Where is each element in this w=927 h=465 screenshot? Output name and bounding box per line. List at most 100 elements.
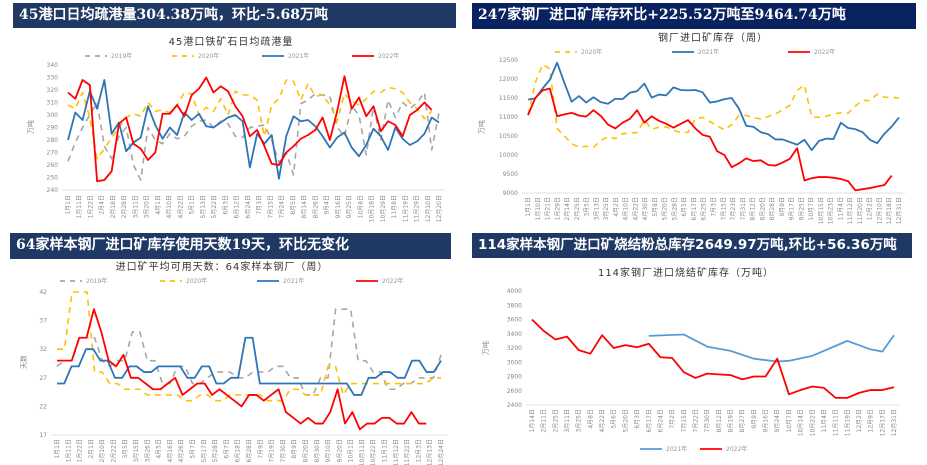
x-tick-label: 8月26日 <box>312 195 319 218</box>
x-tick-label: 5月13日 <box>200 195 207 218</box>
x-tick-label: 12月10日 <box>425 195 432 222</box>
x-tick-label: 4月22日 <box>632 197 639 220</box>
x-tick-label: 1月1日 <box>65 195 72 215</box>
legend-label: 2022年 <box>382 277 403 285</box>
x-tick-label: 7月15日 <box>720 197 727 220</box>
series-line-2021 <box>57 336 442 396</box>
x-tick-label: 6月3日 <box>222 195 229 215</box>
x-tick-label: 5月20日 <box>622 409 629 432</box>
series-line-2020 <box>527 63 900 149</box>
x-tick-label: 6月17日 <box>691 197 698 220</box>
x-tick-label: 1月29日 <box>554 197 561 220</box>
x-tick-label: 10月14日 <box>798 409 805 436</box>
x-tick-label: 12月18日 <box>886 197 893 224</box>
x-tick-label: 11月8日 <box>391 195 398 218</box>
y-tick-label: 2400 <box>507 402 522 409</box>
y-tick-label: 290 <box>47 125 59 132</box>
series-line-2022 <box>531 318 895 399</box>
x-tick-label: 12月2日 <box>867 197 874 220</box>
x-tick-label: 8月20日 <box>759 197 766 220</box>
x-tick-label: 3月13日 <box>593 197 600 220</box>
x-tick-label: 10月18日 <box>369 195 376 222</box>
x-tick-label: 6月17日 <box>646 409 653 432</box>
x-tick-label: 1月1日 <box>54 439 61 459</box>
chart-title: 钢厂进口矿库存（周） <box>658 31 768 44</box>
x-tick-label: 11月19日 <box>844 409 851 436</box>
y-axis-label: 天数 <box>19 355 28 369</box>
x-tick-label: 1月11日 <box>76 195 83 218</box>
series-line-2019 <box>67 91 440 181</box>
x-tick-label: 3月25日 <box>603 197 610 220</box>
y-tick-label: 9000 <box>503 190 518 197</box>
x-tick-label: 2月28日 <box>121 195 128 218</box>
x-tick-label: 8月12日 <box>716 409 723 432</box>
y-tick-label: 320 <box>47 87 59 94</box>
x-tick-label: 8月28日 <box>769 197 776 220</box>
x-tick-label: 2月25日 <box>574 197 581 220</box>
y-tick-label: 250 <box>47 175 59 182</box>
y-tick-label: 32 <box>39 346 47 353</box>
x-tick-label: 12月9日 <box>868 409 875 432</box>
x-tick-label: 7月2日 <box>669 409 676 429</box>
headline-port-clearance: 45港口日均疏港量304.38万吨，环比-5.68万吨 <box>13 3 456 28</box>
x-tick-label: 6月5日 <box>681 197 688 217</box>
x-tick-label: 4月1日 <box>155 195 162 215</box>
x-tick-label: 3月5日 <box>584 197 591 217</box>
series-line-2020 <box>67 79 433 160</box>
x-tick-label: 9月9日 <box>751 409 758 429</box>
y-axis-label: 万吨 <box>477 120 486 134</box>
chart-4: 114家钢厂进口烧结矿库存（万吨） 万吨 2400 2600 2800 3000 3200 3… <box>481 266 900 453</box>
x-tick-label: 3月20日 <box>144 195 151 218</box>
legend-label: 2020年 <box>581 48 602 56</box>
chart-2: 钢厂进口矿库存（周） 万吨 9000 9500 10000 10500 11000 11500… <box>477 31 905 224</box>
y-tick-label: 11000 <box>499 114 518 121</box>
x-tick-label: 6月24日 <box>657 409 664 432</box>
legend-label: 2020年 <box>198 52 219 60</box>
x-tick-label: 10月7日 <box>786 409 793 432</box>
chart-title: 114家钢厂进口烧结矿库存（万吨） <box>598 266 774 279</box>
x-tick-label: 4月30日 <box>642 197 649 220</box>
legend-label: 2020年 <box>186 277 207 285</box>
series-line-2022 <box>57 308 427 431</box>
x-tick-label: 12月31日 <box>891 409 898 436</box>
x-tick-label: 4月22日 <box>177 195 184 218</box>
x-tick-label: 4月5日 <box>156 439 163 459</box>
y-tick-label: 10500 <box>499 133 518 140</box>
x-tick-label: 8月14日 <box>301 195 308 218</box>
x-tick-label: 2月4日 <box>99 195 106 215</box>
x-tick-label: 10月11日 <box>359 439 366 465</box>
x-tick-label: 3月15日 <box>133 439 140 462</box>
x-tick-label: 9月10日 <box>325 439 332 462</box>
x-tick-label: 7月30日 <box>280 439 287 462</box>
legend-label: 2021年 <box>283 277 304 285</box>
series-line-2021 <box>527 61 900 151</box>
x-tick-label: 3月5日 <box>122 439 129 459</box>
x-tick-label: 10月15日 <box>818 197 825 224</box>
x-tick-label: 2月1日 <box>88 439 95 459</box>
x-tick-label: 10月23日 <box>828 197 835 224</box>
x-tick-label: 8月5日 <box>290 195 297 215</box>
x-tick-label: 5月7日 <box>190 439 197 459</box>
y-tick-label: 310 <box>47 100 59 107</box>
x-tick-label: 8月12日 <box>750 197 757 220</box>
x-tick-label: 8月9日 <box>291 439 298 459</box>
x-tick-label: 9月24日 <box>774 409 781 432</box>
y-tick-label: 3600 <box>507 317 522 324</box>
y-tick-label: 9500 <box>503 171 518 178</box>
y-tick-label: 42 <box>39 289 47 296</box>
x-tick-label: 11月11日 <box>833 409 840 436</box>
y-axis-label: 万吨 <box>26 120 35 134</box>
x-tick-label: 8月19日 <box>728 409 735 432</box>
x-tick-label: 1月14日 <box>529 409 536 432</box>
x-tick-label: 11月12日 <box>847 197 854 224</box>
series-line-2020 <box>57 291 441 402</box>
x-tick-label: 5月20日 <box>662 197 669 220</box>
legend-label: 2022年 <box>726 445 747 453</box>
y-tick-label: 27 <box>39 375 47 382</box>
x-tick-label: 6月7日 <box>223 439 230 459</box>
x-tick-label: 12月2日 <box>856 409 863 432</box>
x-tick-label: 2月11日 <box>541 409 548 432</box>
x-tick-label: 7月30日 <box>704 409 711 432</box>
x-tick-label: 11月12日 <box>393 439 400 465</box>
